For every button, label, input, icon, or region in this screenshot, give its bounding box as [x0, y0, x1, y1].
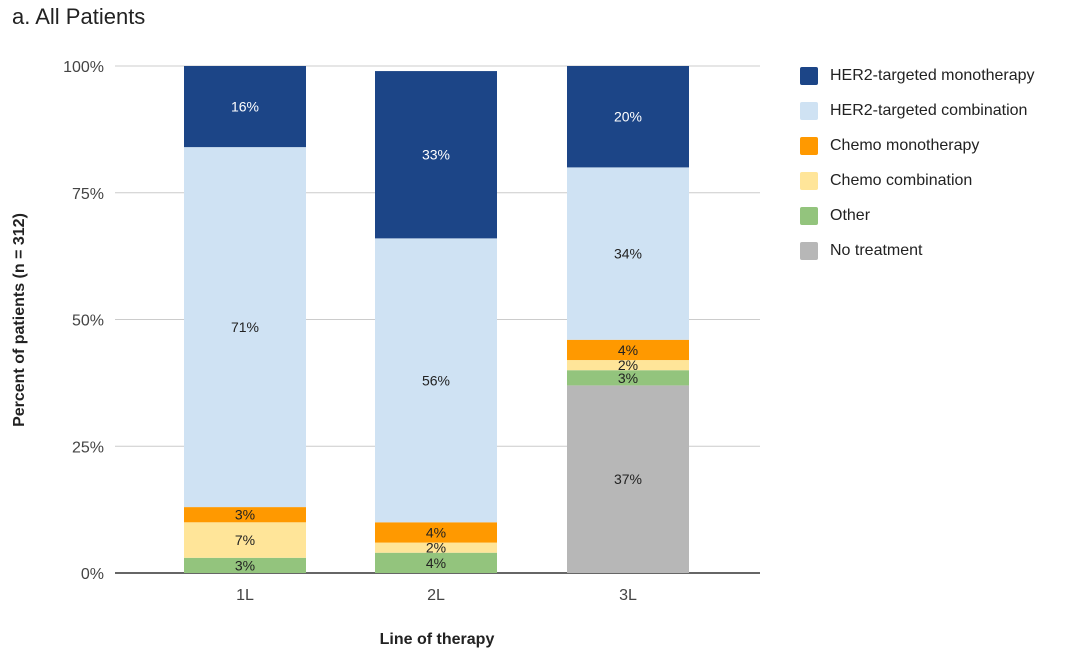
- y-tick-label: 75%: [72, 186, 104, 203]
- data-label: 3%: [235, 507, 255, 523]
- bar-segment: [567, 385, 689, 573]
- bar-segment: [567, 66, 689, 168]
- data-label: 56%: [422, 372, 450, 388]
- bar-segment: [184, 522, 306, 558]
- legend-swatch: [800, 66, 818, 85]
- x-tick-label: 3L: [619, 587, 637, 604]
- bar-segment: [567, 167, 689, 340]
- y-tick-label: 25%: [72, 439, 104, 456]
- bar-segment: [184, 507, 306, 523]
- y-axis-label: Percent of patients (n = 312): [11, 213, 28, 427]
- legend-swatch: [800, 136, 818, 155]
- data-label: 37%: [614, 471, 642, 487]
- legend-item: Other: [800, 198, 1035, 233]
- bar-segment: [567, 360, 689, 371]
- bar-segment: [184, 66, 306, 148]
- legend-item: No treatment: [800, 233, 1035, 268]
- legend: HER2-targeted monotherapy HER2-targeted c…: [800, 58, 1035, 268]
- y-tick-label: 50%: [72, 313, 104, 330]
- legend-item: HER2-targeted combination: [800, 93, 1035, 128]
- legend-swatch: [800, 171, 818, 190]
- data-label: 7%: [235, 532, 255, 548]
- data-label: 4%: [426, 555, 446, 571]
- bar-segment: [375, 238, 497, 523]
- bar-segment: [375, 522, 497, 543]
- bar-segment: [567, 370, 689, 386]
- bar-segment: [375, 71, 497, 239]
- bar-segment: [375, 542, 497, 553]
- data-label: 20%: [614, 109, 642, 125]
- legend-swatch: [800, 206, 818, 225]
- x-axis-label: Line of therapy: [380, 631, 495, 648]
- data-label: 71%: [231, 319, 259, 335]
- data-label: 3%: [235, 557, 255, 573]
- chart-title: a. All Patients: [12, 4, 146, 29]
- bar-segment: [184, 557, 306, 573]
- legend-label: HER2-targeted combination: [830, 101, 1028, 119]
- legend-item: HER2-targeted monotherapy: [800, 58, 1035, 93]
- data-label: 4%: [426, 524, 446, 540]
- y-tick-label: 100%: [63, 59, 104, 76]
- legend-item: Chemo monotherapy: [800, 128, 1035, 163]
- data-label: 3%: [618, 370, 638, 386]
- legend-swatch: [800, 241, 818, 260]
- legend-item: Chemo combination: [800, 163, 1035, 198]
- data-label: 34%: [614, 246, 642, 262]
- legend-swatch: [800, 101, 818, 120]
- bar-segment: [375, 552, 497, 573]
- bar-segment: [567, 339, 689, 361]
- data-label: 2%: [426, 540, 446, 556]
- data-label: 16%: [231, 99, 259, 115]
- data-label: 33%: [422, 147, 450, 163]
- x-tick-label: 2L: [427, 587, 445, 604]
- legend-label: Other: [830, 206, 871, 224]
- y-tick-label: 0%: [81, 566, 104, 583]
- data-label: 2%: [618, 357, 638, 373]
- legend-label: HER2-targeted monotherapy: [830, 66, 1035, 84]
- x-tick-label: 1L: [236, 587, 254, 604]
- bar-segment: [184, 147, 306, 508]
- legend-label: Chemo monotherapy: [830, 136, 980, 154]
- legend-label: No treatment: [830, 241, 923, 259]
- legend-label: Chemo combination: [830, 171, 973, 189]
- data-label: 4%: [618, 342, 638, 358]
